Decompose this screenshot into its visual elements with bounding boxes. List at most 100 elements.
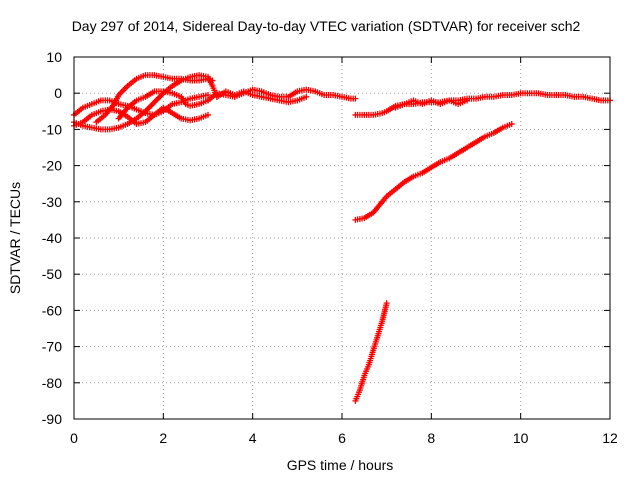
point-trace <box>189 94 200 102</box>
point-trace <box>112 93 121 106</box>
data-point <box>383 300 390 307</box>
point-trace <box>421 98 433 107</box>
y-tick-label: -10 <box>42 121 62 137</box>
point-trace <box>412 98 424 107</box>
data-series <box>93 72 216 126</box>
data-series <box>213 88 310 106</box>
point-trace <box>198 112 209 121</box>
point-trace <box>474 134 487 144</box>
point-trace <box>287 97 299 105</box>
point-trace <box>144 110 156 118</box>
point-trace <box>573 93 584 100</box>
x-tick-label: 10 <box>513 430 529 446</box>
point-trace <box>153 106 165 117</box>
point-trace <box>475 94 486 102</box>
point-trace <box>403 174 415 184</box>
point-trace <box>385 187 397 198</box>
point-trace <box>582 94 593 102</box>
data-point <box>303 93 310 100</box>
y-axis-label: SDTVAR / TECUs <box>7 182 23 294</box>
point-trace <box>394 102 406 110</box>
data-point <box>205 92 211 99</box>
plot-frame <box>73 56 611 420</box>
point-trace <box>371 200 384 215</box>
point-trace <box>380 195 389 203</box>
data-point <box>205 111 211 118</box>
y-tick-label: -70 <box>42 339 62 355</box>
x-tick-label: 8 <box>427 430 435 446</box>
point-trace <box>206 91 219 102</box>
point-trace <box>287 89 299 99</box>
point-trace <box>100 106 111 114</box>
x-tick-label: 0 <box>70 430 78 446</box>
y-tick-label: -40 <box>42 230 62 246</box>
point-trace <box>296 87 307 94</box>
data-points <box>71 72 613 404</box>
point-trace <box>189 116 200 123</box>
point-trace <box>537 90 549 98</box>
point-trace <box>117 101 129 109</box>
point-trace <box>430 98 441 107</box>
point-trace <box>332 92 343 100</box>
point-trace <box>180 116 191 123</box>
data-point <box>508 120 515 127</box>
data-series <box>392 97 471 111</box>
y-tick-label: -20 <box>42 158 62 174</box>
point-trace <box>180 76 191 84</box>
point-trace <box>126 98 138 110</box>
point-trace <box>363 111 374 118</box>
point-trace <box>215 89 228 99</box>
point-trace <box>269 92 281 100</box>
point-trace <box>314 89 325 98</box>
point-trace <box>493 92 504 100</box>
point-trace <box>135 119 147 127</box>
point-trace <box>82 102 93 110</box>
point-trace <box>153 88 165 95</box>
x-tick-label: 4 <box>249 430 257 446</box>
data-series <box>205 86 359 104</box>
y-tick-label: -30 <box>42 194 62 210</box>
point-trace <box>492 125 504 135</box>
point-trace <box>412 170 424 179</box>
point-trace <box>394 180 406 191</box>
point-trace <box>430 160 442 170</box>
point-trace <box>171 75 182 82</box>
point-trace <box>162 105 174 115</box>
y-tick-label: 0 <box>54 85 62 101</box>
point-trace <box>95 113 107 124</box>
point-trace <box>100 97 111 104</box>
point-trace <box>198 76 209 84</box>
point-trace <box>144 72 156 79</box>
point-trace <box>189 72 200 80</box>
point-trace <box>363 210 375 220</box>
point-trace <box>117 84 130 97</box>
point-trace <box>198 98 209 107</box>
point-trace <box>366 349 376 366</box>
point-trace <box>439 156 450 165</box>
point-trace <box>353 389 362 402</box>
point-trace <box>72 106 85 117</box>
point-trace <box>354 111 366 118</box>
data-point <box>209 77 216 84</box>
point-trace <box>502 121 513 130</box>
point-trace <box>278 93 290 100</box>
point-trace <box>81 113 94 124</box>
point-trace <box>465 140 478 150</box>
point-trace <box>82 123 93 131</box>
point-trace <box>144 100 156 113</box>
point-trace <box>372 110 383 118</box>
point-trace <box>100 126 111 133</box>
point-trace <box>375 320 385 337</box>
x-tick-label: 6 <box>338 430 346 446</box>
y-tick-label: -80 <box>42 375 62 391</box>
point-trace <box>135 94 147 103</box>
data-series <box>352 300 390 404</box>
data-point <box>352 95 359 102</box>
point-trace <box>135 73 147 81</box>
y-tick-label: -90 <box>42 411 62 427</box>
point-trace <box>269 96 281 103</box>
point-trace <box>439 98 450 107</box>
point-trace <box>421 165 433 175</box>
point-trace <box>198 72 209 80</box>
